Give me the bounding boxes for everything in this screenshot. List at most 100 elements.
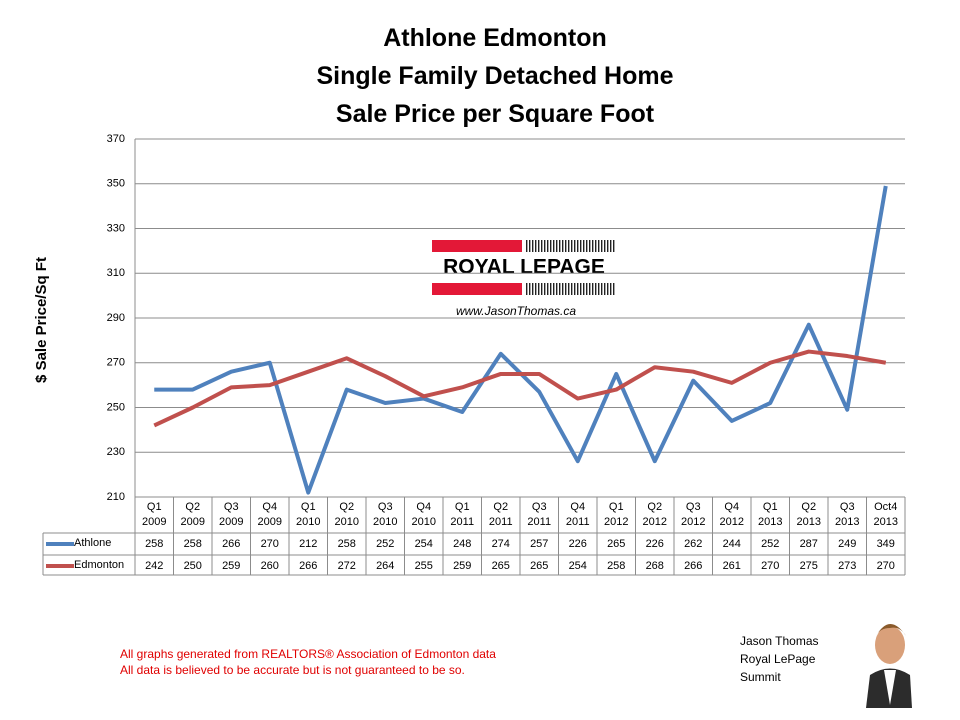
barcode-line <box>601 283 603 295</box>
x-tick-label: Q4 2012 <box>719 501 744 528</box>
x-tick-label: Q2 2013 <box>796 501 821 528</box>
barcode-line <box>595 240 597 252</box>
table-value: 274 <box>491 538 510 550</box>
barcode-line <box>559 240 561 252</box>
table-value: 252 <box>376 538 395 550</box>
barcode-line <box>541 240 543 252</box>
barcode-line <box>607 240 609 252</box>
barcode-line <box>586 283 588 295</box>
barcode-line <box>610 283 612 295</box>
x-tick-label: Q2 2011 <box>488 501 513 528</box>
x-tick-label: Q3 2010 <box>373 501 398 528</box>
table-value: 248 <box>453 538 472 550</box>
table-value: 264 <box>376 560 395 572</box>
x-tick-label: Q4 2011 <box>565 501 590 528</box>
barcode-line <box>529 240 531 252</box>
barcode-line <box>583 283 585 295</box>
barcode-line <box>604 240 606 252</box>
table-value: 349 <box>876 538 895 550</box>
photo-shirt <box>884 670 896 705</box>
table-value: 254 <box>568 560 587 572</box>
x-tick-label: Q1 2012 <box>604 501 629 528</box>
x-tick-label: Q1 2010 <box>296 501 321 528</box>
barcode-line <box>592 240 594 252</box>
barcode-line <box>574 283 576 295</box>
barcode-line <box>598 283 600 295</box>
agent-line: Royal LePage <box>740 652 816 666</box>
logo-barcode <box>526 240 615 295</box>
barcode-line <box>547 240 549 252</box>
barcode-line <box>550 240 552 252</box>
barcode-line <box>568 240 570 252</box>
table-value: 226 <box>568 538 587 550</box>
x-tick-label: Q2 2012 <box>642 501 667 528</box>
x-tick-label: Q1 2013 <box>758 501 783 528</box>
barcode-line <box>592 283 594 295</box>
barcode-line <box>583 240 585 252</box>
table-value: 259 <box>222 560 241 572</box>
table-value: 258 <box>183 538 202 550</box>
barcode-line <box>571 240 573 252</box>
barcode-line <box>574 240 576 252</box>
barcode-line <box>601 240 603 252</box>
y-tick-label: 250 <box>107 401 125 413</box>
y-tick-label: 330 <box>107 222 125 234</box>
barcode-line <box>532 240 534 252</box>
table-value: 266 <box>684 560 703 572</box>
barcode-line <box>550 283 552 295</box>
table-value: 226 <box>645 538 664 550</box>
barcode-line <box>547 283 549 295</box>
barcode-line <box>589 240 591 252</box>
barcode-line <box>544 240 546 252</box>
x-tick-label: Q1 2011 <box>450 501 475 528</box>
barcode-line <box>535 240 537 252</box>
barcode-line <box>538 283 540 295</box>
barcode-line <box>595 283 597 295</box>
table-value: 272 <box>337 560 356 572</box>
photo-hair <box>876 624 906 636</box>
x-tick-label: Q2 2009 <box>180 501 205 528</box>
legend-label: Athlone <box>74 537 112 549</box>
table-value: 254 <box>414 538 433 550</box>
barcode-line <box>613 283 615 295</box>
y-tick-label: 230 <box>107 446 125 458</box>
barcode-line <box>544 283 546 295</box>
x-tick-label: Q3 2013 <box>835 501 860 528</box>
table-value: 259 <box>453 560 472 572</box>
x-tick-label: Q1 2009 <box>142 501 167 528</box>
barcode-line <box>526 240 528 252</box>
table-value: 265 <box>491 560 510 572</box>
chart-title: Single Family Detached Home <box>316 62 674 90</box>
footer-note: All data is believed to be accurate but … <box>120 663 465 677</box>
table-value: 273 <box>838 560 857 572</box>
table-value: 258 <box>145 538 164 550</box>
barcode-line <box>565 240 567 252</box>
barcode-line <box>577 283 579 295</box>
x-tick-label: Oct4 2013 <box>873 501 898 528</box>
barcode-line <box>541 283 543 295</box>
table-value: 255 <box>414 560 433 572</box>
barcode-line <box>553 283 555 295</box>
barcode-line <box>586 240 588 252</box>
x-tick-label: Q3 2009 <box>219 501 244 528</box>
footer-note: All graphs generated from REALTORS® Asso… <box>120 647 496 661</box>
table-value: 268 <box>645 560 664 572</box>
barcode-line <box>556 283 558 295</box>
barcode-line <box>598 240 600 252</box>
barcode-line <box>562 283 564 295</box>
barcode-line <box>568 283 570 295</box>
table-value: 265 <box>607 538 626 550</box>
table-value: 258 <box>337 538 356 550</box>
table-value: 244 <box>722 538 741 550</box>
barcode-line <box>565 283 567 295</box>
table-value: 257 <box>530 538 549 550</box>
barcode-line <box>529 283 531 295</box>
table-value: 270 <box>761 560 780 572</box>
x-tick-label: Q2 2010 <box>334 501 359 528</box>
y-tick-label: 310 <box>107 267 125 279</box>
table-value: 242 <box>145 560 164 572</box>
legend-label: Edmonton <box>74 559 125 571</box>
table-value: 249 <box>838 538 857 550</box>
logo-bar <box>432 240 522 252</box>
